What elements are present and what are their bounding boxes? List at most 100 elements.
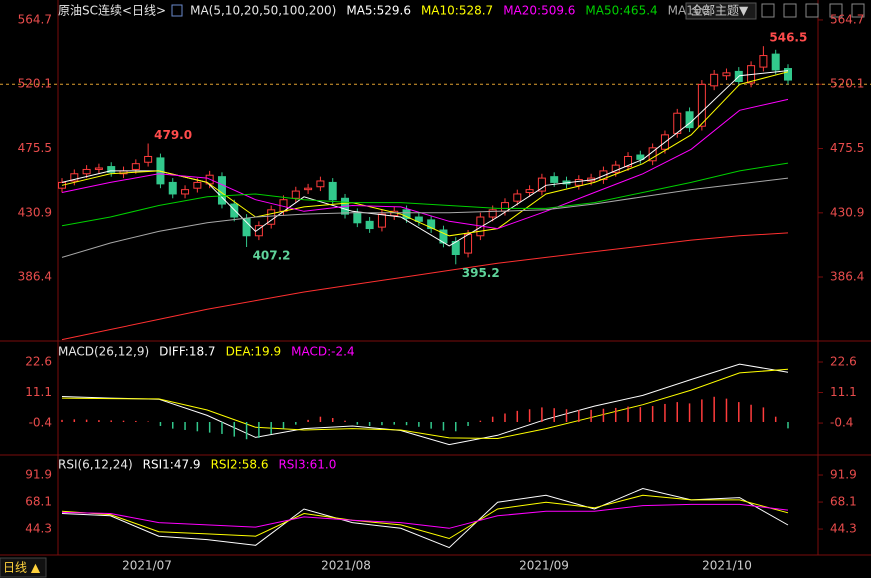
candle-body (414, 216, 423, 222)
series-line (61, 162, 789, 227)
y-tick-label: 11.1 (830, 385, 857, 399)
legend-title: MACD(26,12,9) (58, 345, 149, 359)
icon[interactable] (761, 3, 775, 18)
price-annotation: 407.2 (253, 249, 291, 263)
candle-body (377, 213, 386, 228)
icon[interactable] (851, 3, 865, 18)
series-line (61, 177, 789, 258)
y-tick-label: 91.9 (25, 468, 52, 482)
series-line (61, 487, 789, 549)
y-tick-label: 475.5 (18, 141, 52, 155)
series-line (61, 503, 789, 529)
candle-body (500, 202, 509, 212)
candle-body (267, 209, 276, 225)
candle-body (82, 168, 91, 175)
candle-body (636, 154, 645, 160)
candle-body (168, 181, 177, 195)
series-line (61, 232, 789, 341)
y-tick-label: 430.9 (18, 205, 52, 219)
candle-body (70, 173, 79, 182)
legend-entry: MA10:528.7 (421, 4, 493, 18)
y-tick-label: 564.7 (830, 12, 864, 26)
series-line (61, 71, 789, 237)
chart-title: 原油SC连续<日线> (58, 3, 166, 18)
x-tick-label: 2021/09 (519, 559, 569, 573)
x-tick-label: 2021/08 (321, 559, 371, 573)
series-line (61, 494, 789, 540)
candle-body (316, 180, 325, 188)
candle-body (230, 203, 239, 218)
candle-body (550, 176, 559, 183)
x-tick-label: 2021/10 (702, 559, 752, 573)
candle-body (181, 189, 190, 195)
legend-entry: MA50:465.4 (585, 4, 657, 18)
series-line (61, 98, 789, 230)
legend-entry: MA100 (668, 4, 709, 18)
price-annotation: 395.2 (462, 266, 500, 280)
y-tick-label: 91.9 (830, 468, 857, 482)
candle-body (525, 189, 534, 194)
candle-body (784, 68, 792, 81)
candle-body (291, 190, 300, 199)
legend-entry: DEA:19.9 (226, 345, 282, 359)
y-tick-label: 386.4 (18, 269, 52, 283)
theme-button-label[interactable]: 全部主题▼ (691, 3, 749, 18)
candle-body (624, 155, 633, 168)
y-tick-label: 386.4 (830, 269, 864, 283)
y-tick-label: -0.4 (29, 416, 52, 430)
candle-body (771, 53, 780, 71)
candle-body (353, 212, 362, 224)
series-line (61, 363, 789, 446)
candle-body (427, 219, 436, 230)
candle-body (464, 233, 473, 254)
candle-body (131, 163, 140, 170)
icon[interactable] (805, 3, 819, 18)
legend-title: MA(5,10,20,50,100,200) (190, 4, 336, 18)
series-line (61, 368, 789, 440)
legend-entry: MACD:-2.4 (291, 345, 354, 359)
candle-body (144, 155, 153, 163)
y-tick-label: 564.7 (18, 12, 52, 26)
candle-body (242, 217, 251, 237)
candle-body (402, 209, 411, 219)
legend-entry: MA20:509.6 (503, 4, 575, 18)
y-tick-label: 430.9 (830, 205, 864, 219)
y-tick-label: 11.1 (25, 385, 52, 399)
icon[interactable] (829, 3, 843, 18)
y-tick-label: 44.3 (25, 522, 52, 536)
candle-body (574, 179, 583, 186)
price-annotation: 479.0 (154, 128, 192, 142)
icon[interactable] (783, 3, 797, 18)
candle-body (537, 177, 546, 192)
period-button[interactable] (0, 557, 47, 578)
candle-body (328, 181, 337, 201)
candle-body (722, 72, 731, 77)
candle-body (304, 187, 313, 191)
x-tick-label: 2021/07 (122, 559, 172, 573)
y-tick-label: 475.5 (830, 141, 864, 155)
y-tick-label: 68.1 (830, 495, 857, 509)
candle-body (94, 167, 103, 170)
y-tick-label: -0.4 (830, 416, 853, 430)
candle-body (365, 220, 374, 230)
legend-title: RSI(6,12,24) (58, 458, 133, 472)
y-tick-label: 520.1 (18, 77, 52, 91)
legend-entry: DIFF:18.7 (159, 345, 215, 359)
candle-body (697, 83, 706, 127)
candle-body (673, 112, 682, 134)
candle-body (58, 181, 66, 189)
candle-body (193, 181, 202, 189)
y-tick-label: 22.6 (25, 354, 52, 368)
y-tick-label: 22.6 (830, 354, 857, 368)
series-line (61, 70, 789, 247)
ma-icon[interactable] (171, 4, 183, 17)
candle-body (513, 193, 522, 202)
legend-entry: MA5:529.6 (346, 4, 411, 18)
legend-entry: RSI1:47.9 (143, 458, 201, 472)
legend-entry: RSI3:61.0 (278, 458, 336, 472)
price-annotation: 546.5 (769, 31, 807, 45)
y-tick-label: 68.1 (25, 495, 52, 509)
theme-button[interactable] (685, 2, 757, 20)
period-label[interactable]: 日线 ▲ (3, 561, 41, 575)
